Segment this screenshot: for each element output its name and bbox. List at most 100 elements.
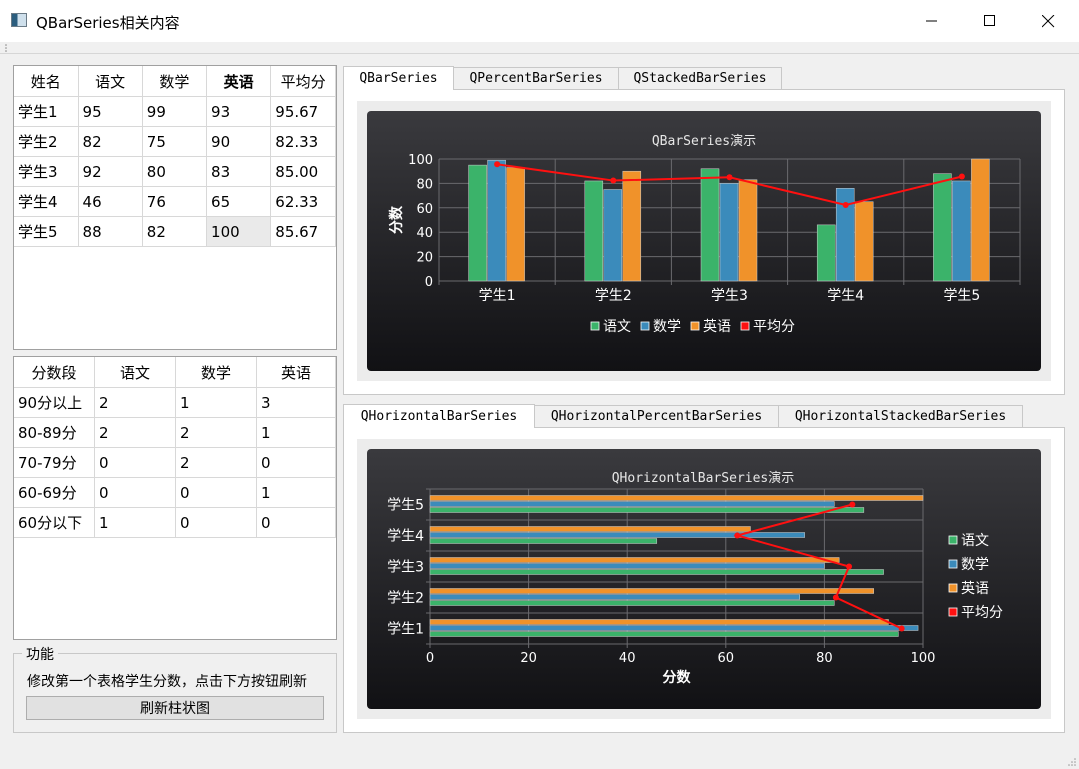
table-cell[interactable]: 95.67 [270,96,336,127]
average-point [734,532,741,539]
bar [816,224,836,282]
table-cell[interactable]: 学生4 [14,186,79,217]
range-header-segment[interactable]: 分数段 [14,357,95,388]
table-cell[interactable]: 75 [142,126,208,157]
table-cell[interactable]: 82 [78,126,143,157]
tab-qhorizontalbarseries[interactable]: QHorizontalBarSeries [343,404,535,428]
score-header-name[interactable]: 姓名 [14,66,79,97]
table-cell[interactable]: 83 [206,156,272,187]
minimize-button[interactable] [903,0,961,42]
table-cell[interactable]: 0 [256,507,336,538]
table-cell[interactable]: 70-79分 [14,447,95,478]
score-header-chinese[interactable]: 语文 [78,66,143,97]
table-cell[interactable]: 学生1 [14,96,79,127]
bar [429,557,840,563]
table-cell[interactable]: 76 [142,186,208,217]
table-cell[interactable]: 学生3 [14,156,79,187]
window-title: QBarSeries相关内容 [36,14,180,32]
bar [506,167,525,282]
legend-marker [948,607,958,617]
table-cell[interactable]: 92 [78,156,143,187]
close-icon [1041,14,1054,27]
table-cell[interactable]: 93 [206,96,272,127]
table-row: 学生5 88 82 100 85.67 [14,216,336,247]
table-cell-selected[interactable]: 100 [206,216,272,247]
x-tick-label: 60 [718,651,735,666]
table-cell[interactable]: 2 [175,447,257,478]
table-cell[interactable]: 1 [94,507,176,538]
score-header-average[interactable]: 平均分 [270,66,336,97]
score-table-panel: 姓名 语文 数学 英语 平均分 学生1 95 99 93 95.67 学生2 8… [13,65,337,350]
table-cell[interactable]: 0 [256,447,336,478]
table-cell[interactable]: 80 [142,156,208,187]
table-cell[interactable]: 学生5 [14,216,79,247]
table-cell[interactable]: 82 [142,216,208,247]
table-cell[interactable]: 2 [94,417,176,448]
maximize-button[interactable] [961,0,1019,42]
resize-grip-icon[interactable] [1065,755,1077,767]
legend-marker [640,321,650,331]
range-header-english[interactable]: 英语 [256,357,336,388]
table-cell[interactable]: 2 [94,387,176,418]
table-cell[interactable]: 学生2 [14,126,79,157]
score-header-english[interactable]: 英语 [206,66,272,97]
y-tick-label: 60 [416,202,433,217]
range-header-math[interactable]: 数学 [175,357,257,388]
table-cell[interactable]: 0 [175,507,257,538]
table-row: 学生1 95 99 93 95.67 [14,96,336,127]
table-cell[interactable]: 65 [206,186,272,217]
table-cell[interactable]: 95 [78,96,143,127]
table-cell[interactable]: 88 [78,216,143,247]
score-header-math[interactable]: 数学 [142,66,208,97]
legend-marker [948,559,958,569]
table-cell[interactable]: 1 [256,477,336,508]
chart-title: QHorizontalBarSeries演示 [612,470,795,486]
tab-qhorizontalpercentbarseries[interactable]: QHorizontalPercentBarSeries [534,405,779,427]
legend-label: 语文 [961,533,989,549]
bar [429,507,865,513]
table-cell[interactable]: 90分以上 [14,387,95,418]
tab-qbarseries[interactable]: QBarSeries [343,66,454,90]
table-cell[interactable]: 85.67 [270,216,336,247]
table-cell[interactable]: 2 [175,417,257,448]
tab-qhorizontalstackedbarseries[interactable]: QHorizontalStackedBarSeries [778,405,1023,427]
table-cell[interactable]: 1 [175,387,257,418]
bar [835,188,855,282]
table-cell[interactable]: 1 [256,417,336,448]
bar [429,625,919,631]
table-row: 90分以上 2 1 3 [14,387,336,418]
table-cell[interactable]: 80-89分 [14,417,95,448]
table-cell[interactable]: 85.00 [270,156,336,187]
qhorizontalbarseries-chart: QHorizontalBarSeries演示 0 20 40 60 80 100 分数 学生1 学… [367,449,1041,709]
table-cell[interactable]: 99 [142,96,208,127]
bar [429,495,924,501]
bar [429,619,889,625]
table-row: 60分以下 1 0 0 [14,507,336,538]
table-cell[interactable]: 82.33 [270,126,336,157]
range-header-chinese[interactable]: 语文 [94,357,176,388]
table-cell[interactable]: 3 [256,387,336,418]
table-row: 80-89分 2 2 1 [14,417,336,448]
table-cell[interactable]: 0 [175,477,257,508]
bar [429,526,751,532]
function-group-title: 功能 [22,644,58,664]
bar [429,631,899,637]
x-tick-label: 学生5 [943,288,980,304]
table-cell[interactable]: 0 [94,477,176,508]
average-point [832,594,839,601]
table-row: 学生4 46 76 65 62.33 [14,186,336,217]
table-cell[interactable]: 0 [94,447,176,478]
refresh-chart-button[interactable]: 刷新柱状图 [26,696,324,720]
toolbar-grip[interactable] [4,42,10,54]
table-cell[interactable]: 62.33 [270,186,336,217]
close-button[interactable] [1019,0,1077,42]
tab-qstackedbarseries[interactable]: QStackedBarSeries [618,67,782,89]
bar [719,183,739,282]
y-tick-label: 0 [425,275,433,290]
table-cell[interactable]: 90 [206,126,272,157]
table-cell[interactable]: 60分以下 [14,507,95,538]
tab-qpercentbarseries[interactable]: QPercentBarSeries [453,67,619,89]
chart-title: QBarSeries演示 [652,133,756,149]
table-cell[interactable]: 46 [78,186,143,217]
table-cell[interactable]: 60-69分 [14,477,95,508]
